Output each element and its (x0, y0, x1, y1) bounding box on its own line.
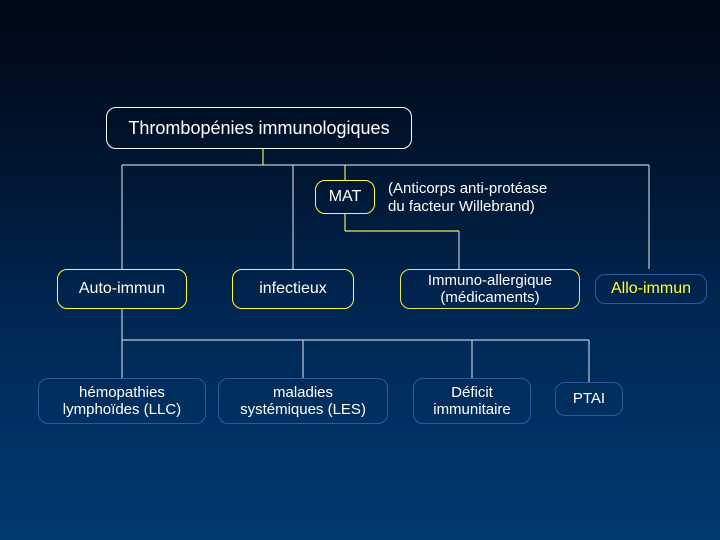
node-malad: maladiessystémiques (LES) (218, 378, 388, 424)
node-root-label: Thrombopénies immunologiques (128, 118, 389, 139)
node-deficit-label: Déficitimmunitaire (433, 384, 511, 419)
annotation-mat: (Anticorps anti-protéasedu facteur Wille… (388, 180, 547, 216)
node-immuno-label: Immuno-allergique(médicaments) (428, 272, 552, 307)
node-infect: infectieux (232, 269, 354, 309)
node-mat: MAT (315, 180, 375, 214)
node-deficit: Déficitimmunitaire (413, 378, 531, 424)
node-malad-label: maladiessystémiques (LES) (240, 384, 366, 419)
node-ptai: PTAI (555, 382, 623, 416)
node-auto: Auto-immun (57, 269, 187, 309)
node-allo: Allo-immun (595, 274, 707, 304)
node-hemo: hémopathieslymphoïdes (LLC) (38, 378, 206, 424)
node-root: Thrombopénies immunologiques (106, 107, 412, 149)
node-ptai-label: PTAI (573, 390, 605, 407)
node-hemo-label: hémopathieslymphoïdes (LLC) (63, 384, 181, 419)
node-mat-label: MAT (329, 188, 362, 206)
node-allo-label: Allo-immun (611, 280, 691, 298)
node-auto-label: Auto-immun (79, 280, 165, 298)
node-infect-label: infectieux (259, 280, 327, 298)
node-immuno: Immuno-allergique(médicaments) (400, 269, 580, 309)
